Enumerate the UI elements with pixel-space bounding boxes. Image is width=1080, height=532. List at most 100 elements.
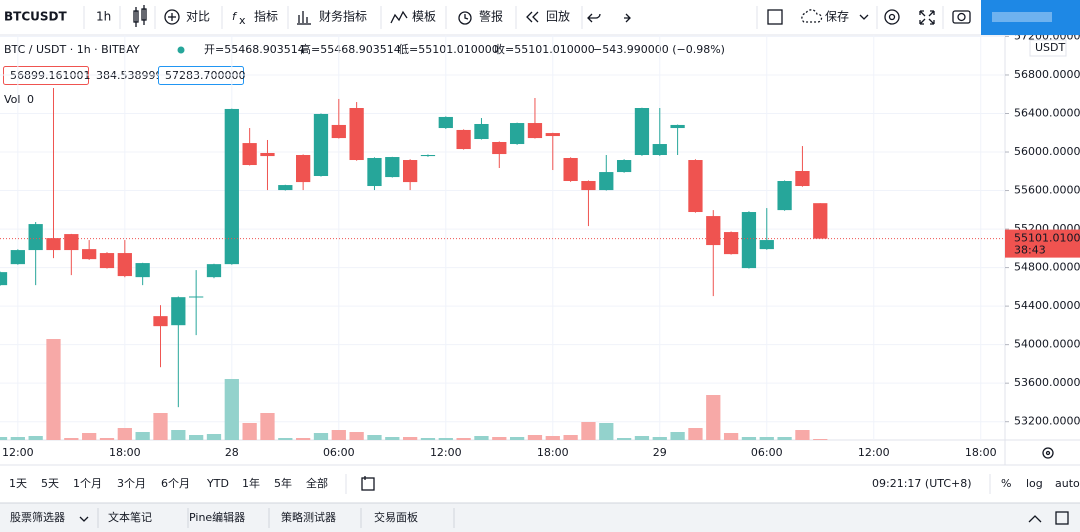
compare-icon[interactable] [164,9,180,25]
volume-bar [64,438,79,440]
x-tick-label: 12:00 [430,446,462,459]
x-tick-label: 06:00 [323,446,355,459]
x-tick-label: 28 [225,446,239,459]
range-button[interactable]: 1年 [242,476,260,490]
legend-low: 低=55101.010000 [398,43,499,56]
y-tick-label: 55600.000000 [1014,184,1080,197]
volume-bar [367,435,382,440]
clock: 09:21:17 (UTC+8) [872,477,972,490]
last-price-label: 55101.010000 [1014,232,1080,245]
candle-body [813,203,828,239]
interval[interactable]: 1h [96,10,111,24]
auto-toggle[interactable]: auto [1055,477,1080,490]
goto-date-icon[interactable] [361,476,375,491]
volume-bar [28,436,43,440]
candle-body [153,316,168,327]
candle-body [741,212,757,269]
candle-body [296,155,311,183]
save-menu-icon[interactable] [859,14,869,20]
spread-text: 384.538999 [96,69,162,82]
templates-button[interactable]: 模板 [412,10,436,24]
candle-body [652,144,667,156]
volume-bar [313,433,329,440]
candle-body [64,234,79,251]
tab[interactable]: Pine编辑器 [189,510,245,524]
candle-body [331,124,346,139]
candle-body [135,263,150,278]
tab[interactable]: 文本笔记 [108,510,152,524]
last-price-tag [1005,229,1080,258]
settings-icon[interactable] [884,9,900,25]
candle-body [117,253,132,277]
volume-bar [527,435,543,440]
candle-icon[interactable] [133,5,147,27]
volume-bar [795,430,810,440]
volume-bar [189,435,204,440]
tab[interactable]: 策略测试器 [281,510,336,524]
financials-button[interactable]: 财务指标 [319,9,367,24]
y-tick-label: 54800.000000 [1014,261,1080,274]
layout-icon[interactable] [767,9,783,25]
candle-body [563,157,578,182]
candle-body [759,240,774,250]
volume-bar [456,438,471,440]
compare-button[interactable]: 对比 [186,10,210,24]
candle-body [385,157,400,178]
replay-button[interactable]: 回放 [546,9,570,24]
range-button[interactable]: 5年 [274,476,292,490]
candle-body [723,232,739,255]
volume-bar [813,439,828,440]
cloud-icon[interactable] [801,9,823,23]
tab[interactable]: 股票筛选器 [10,510,65,524]
y-tick-label: 54000.000000 [1014,338,1080,351]
replay-icon[interactable] [526,11,539,23]
x-tick-label: 06:00 [751,446,783,459]
volume-bar [438,438,453,440]
volume-label: Vol [4,93,20,106]
axis-settings-icon[interactable] [1042,447,1054,459]
volume-bar [153,413,168,440]
range-button[interactable]: 5天 [41,477,59,490]
range-button[interactable]: 全部 [306,476,328,490]
volume-bar [670,432,685,440]
candle-body [402,160,418,183]
log-toggle[interactable]: log [1026,477,1043,490]
fx-icon[interactable]: f [232,10,238,23]
range-button[interactable]: 1天 [9,477,27,490]
volume-bar [581,422,596,440]
indicators-button[interactable]: 指标 [254,9,278,24]
percent-toggle[interactable]: % [1001,477,1011,490]
volume-bar [242,423,257,440]
range-button[interactable]: 3个月 [117,477,146,490]
candle-body [224,108,239,265]
volume-bar [224,379,239,440]
range-button[interactable]: 1个月 [73,477,102,490]
candle-body [777,181,792,211]
volume-bar [385,437,400,440]
symbol[interactable]: BTCUSDT [4,10,67,24]
templates-icon[interactable] [390,10,408,24]
candle-body [795,170,810,187]
countdown-label: 38:43 [1014,244,1046,257]
candle-body [349,108,364,161]
redo-icon[interactable] [624,13,631,23]
alert-icon[interactable] [458,11,472,25]
volume-bar [599,423,614,440]
candle-body [242,143,257,166]
maximize-icon[interactable] [1055,511,1069,525]
alerts-button[interactable]: 警报 [479,9,503,24]
tab-menu-icon[interactable] [79,516,89,522]
financials-icon[interactable] [297,11,311,25]
tab[interactable]: 交易面板 [374,510,418,524]
save-button[interactable]: 保存 [825,10,849,24]
undo-icon[interactable] [587,13,601,23]
candle-body [367,157,382,187]
range-button[interactable]: YTD [206,477,229,490]
fullscreen-icon[interactable] [919,10,935,25]
collapse-icon[interactable] [1028,515,1042,523]
range-button[interactable]: 6个月 [161,477,190,490]
snapshot-icon[interactable] [952,10,971,24]
candle-body [46,238,61,251]
x-tick-label: 12:00 [2,446,34,459]
price-box-text: 57283.700000 [165,69,245,82]
